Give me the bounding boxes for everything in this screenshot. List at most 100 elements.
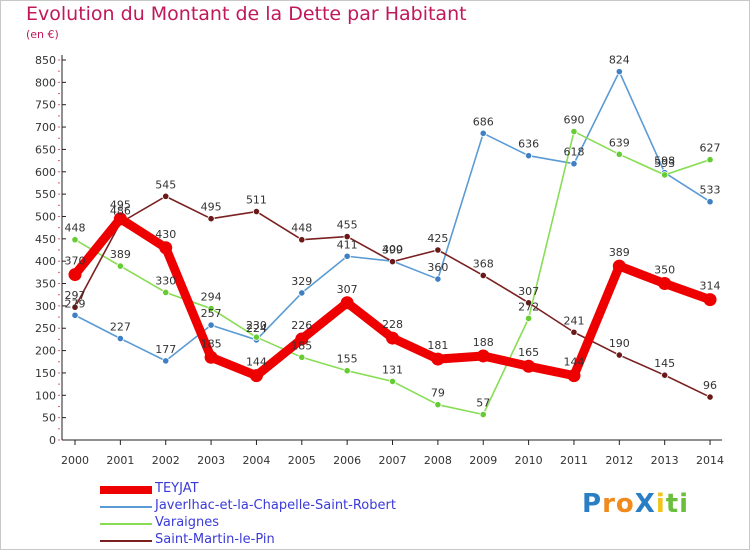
data-point — [343, 252, 351, 260]
data-label: 314 — [700, 280, 721, 293]
data-label: 329 — [291, 275, 312, 288]
data-point — [479, 129, 487, 137]
data-label: 448 — [291, 222, 312, 235]
data-point — [343, 367, 351, 375]
data-label: 155 — [337, 353, 358, 366]
data-label: 228 — [382, 318, 403, 331]
data-label: 430 — [155, 228, 176, 241]
data-point — [434, 401, 442, 409]
logo-letter: o — [615, 489, 635, 519]
data-label: 165 — [518, 346, 539, 359]
logo-letter: X — [634, 489, 656, 519]
series-lines — [68, 68, 717, 419]
data-point — [706, 198, 714, 206]
legend-item-saint-martin: Saint-Martin-le-Pin — [100, 532, 460, 549]
proxiti-logo: ProXiti — [582, 489, 689, 519]
data-point — [249, 369, 263, 383]
data-point — [207, 215, 215, 223]
x-tick-label: 2004 — [242, 454, 270, 467]
data-point — [703, 293, 717, 307]
data-point — [71, 236, 79, 244]
y-tick-label: 50 — [42, 412, 56, 425]
data-label: 144 — [563, 356, 584, 369]
logo-letter: i — [655, 489, 666, 519]
y-tick-label: 700 — [35, 121, 56, 134]
x-tick-label: 2014 — [696, 454, 724, 467]
x-tick-label: 2003 — [197, 454, 225, 467]
data-label: 257 — [201, 307, 222, 320]
data-point — [524, 299, 533, 307]
x-tick-label: 2002 — [152, 454, 180, 467]
data-label: 425 — [427, 232, 448, 245]
data-point — [116, 334, 124, 343]
chart-title: Evolution du Montant de la Dette par Hab… — [26, 3, 467, 25]
axes: 0 50 100 150 200 250 300 350 400 450 500 550 600 650 7… — [35, 54, 724, 467]
data-label: 448 — [65, 222, 86, 235]
data-point — [612, 259, 626, 273]
data-point — [298, 353, 306, 361]
data-label: 145 — [654, 357, 675, 370]
data-point — [162, 288, 170, 297]
data-point — [661, 171, 669, 179]
data-label: 686 — [473, 115, 494, 128]
data-label: 495 — [110, 199, 131, 212]
data-label: 389 — [609, 246, 630, 259]
data-point — [68, 268, 82, 282]
data-label: 185 — [201, 337, 222, 350]
data-label: 79 — [431, 387, 445, 400]
data-label: 190 — [609, 337, 630, 350]
data-label: 57 — [476, 397, 490, 410]
data-label: 224 — [246, 322, 267, 335]
y-tick-label: 850 — [35, 54, 56, 67]
x-tick-label: 2005 — [288, 454, 316, 467]
data-label: 294 — [201, 291, 222, 304]
data-labels: 279 227 177 257 224 329 411 400 360 686 636 618 824 5… — [65, 54, 721, 410]
data-point — [162, 192, 170, 200]
legend-item-javerlhac: Javerlhac-et-la-Chapelle-Saint-Robert — [100, 498, 460, 515]
data-label: 241 — [563, 314, 584, 327]
x-tick-label: 2001 — [106, 454, 134, 467]
x-tick-label: 2009 — [469, 454, 497, 467]
data-point — [615, 68, 623, 76]
data-label: 272 — [518, 300, 539, 313]
data-point — [298, 289, 306, 297]
data-point — [252, 207, 261, 216]
data-point — [706, 156, 714, 164]
data-point — [386, 331, 400, 345]
data-label: 177 — [155, 343, 176, 356]
legend-swatch-teyjat — [100, 486, 152, 494]
data-label: 411 — [337, 238, 358, 251]
data-label: 455 — [337, 219, 358, 232]
data-point — [661, 371, 669, 379]
data-point — [388, 258, 397, 266]
data-label: 368 — [473, 257, 494, 270]
data-point — [343, 232, 351, 241]
data-point — [615, 351, 623, 359]
y-tick-label: 100 — [35, 389, 56, 402]
data-point — [522, 359, 536, 373]
x-tick-label: 2012 — [605, 454, 633, 467]
data-point — [615, 150, 623, 158]
data-point — [388, 377, 397, 386]
data-point — [207, 304, 215, 313]
logo-letter: t — [665, 489, 680, 519]
y-tick-label: 750 — [35, 99, 56, 112]
x-tick-label: 2010 — [515, 454, 543, 467]
legend-label: Javerlhac-et-la-Chapelle-Saint-Robert — [155, 498, 396, 513]
data-point — [434, 246, 442, 254]
data-label: 297 — [65, 289, 86, 302]
data-point — [71, 303, 79, 311]
legend-swatch-javerlhac — [100, 506, 152, 508]
data-point — [298, 236, 306, 244]
data-label: 545 — [155, 178, 176, 191]
data-point — [524, 152, 533, 160]
data-label: 690 — [563, 114, 584, 127]
data-label: 598 — [654, 155, 675, 168]
data-point — [71, 311, 79, 319]
data-label: 181 — [427, 339, 448, 352]
legend-swatch-varaignes — [100, 523, 152, 525]
data-label: 350 — [654, 264, 675, 277]
data-point — [479, 271, 487, 280]
legend-label: Varaignes — [155, 515, 220, 530]
